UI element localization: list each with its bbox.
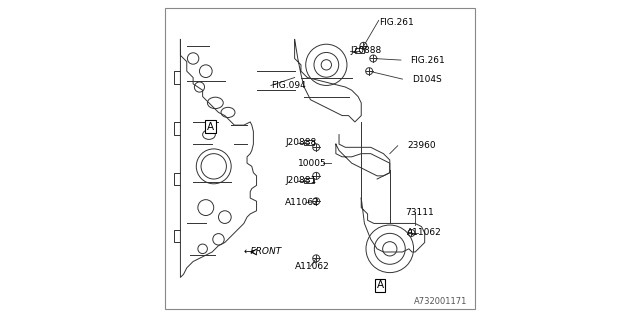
- Text: 73111: 73111: [406, 208, 435, 217]
- Text: FIG.094: FIG.094: [271, 81, 305, 90]
- Bar: [355, 48, 364, 53]
- Bar: [304, 178, 314, 183]
- Text: J20888: J20888: [285, 138, 316, 147]
- Text: 23960: 23960: [407, 141, 436, 150]
- Text: ←FRONT: ←FRONT: [244, 247, 282, 257]
- Text: 10005: 10005: [298, 159, 326, 168]
- Text: A11062: A11062: [285, 198, 320, 207]
- Text: A732001171: A732001171: [414, 297, 467, 306]
- Text: A: A: [377, 280, 384, 290]
- Text: FIG.261: FIG.261: [410, 56, 445, 65]
- Text: D104S: D104S: [412, 75, 442, 84]
- Text: A: A: [207, 122, 214, 132]
- Bar: [304, 140, 314, 145]
- Text: J20888: J20888: [350, 46, 381, 55]
- Text: J20881: J20881: [285, 176, 316, 185]
- Text: A11062: A11062: [407, 228, 442, 237]
- Text: FIG.261: FIG.261: [379, 18, 413, 27]
- Text: A11062: A11062: [294, 262, 330, 271]
